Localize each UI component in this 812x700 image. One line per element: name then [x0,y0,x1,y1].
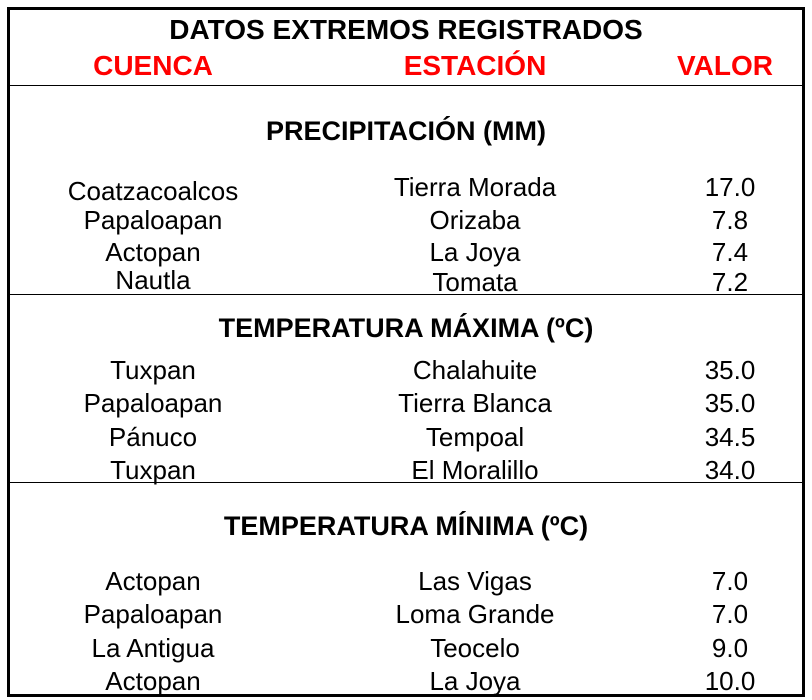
valor-cell: 7.0 [711,599,749,629]
valor-cell: 7.4 [711,237,749,267]
section-title: TEMPERATURA MÍNIMA (ºC) [223,511,589,541]
cuenca-cell: Papaloapan [83,388,223,418]
table-row: Nautla Tomata 7.2 [10,265,802,299]
table-row: Coatzacoalcos Tierra Morada 17.0 [10,172,802,206]
section-title: TEMPERATURA MÁXIMA (ºC) [218,313,594,343]
cuenca-cell: Actopan [105,666,201,696]
estacion-cell: La Joya [429,666,521,696]
column-header-estacion: ESTACIÓN [403,50,547,81]
estacion-cell: Tierra Blanca [398,388,552,418]
estacion-cell: Tomata [432,267,518,297]
table-row: Actopan Las Vigas 7.0 [10,566,802,598]
section-precipitacion: PRECIPITACIÓN (MM) Coatzacoalcos Tierra … [10,86,802,297]
table-header: DATOS EXTREMOS REGISTRADOS CUENCA ESTACI… [10,10,802,86]
valor-cell: 7.0 [711,566,749,596]
cuenca-cell: Nautla [115,265,191,295]
table-row: Tuxpan Chalahuite 35.0 [10,355,802,387]
table-row: Actopan La Joya 7.4 [10,237,802,269]
cuenca-cell: Actopan [105,237,201,267]
extremes-table: DATOS EXTREMOS REGISTRADOS CUENCA ESTACI… [7,7,805,697]
cuenca-cell: Tuxpan [110,455,196,485]
valor-cell: 17.0 [704,172,756,202]
estacion-cell: Tempoal [425,422,525,452]
valor-cell: 7.8 [711,205,749,235]
estacion-cell: Loma Grande [395,599,555,629]
table-title: DATOS EXTREMOS REGISTRADOS [169,14,643,45]
cuenca-cell: Actopan [105,566,201,596]
table-row: Pánuco Tempoal 34.5 [10,422,802,454]
table-row: Papaloapan Loma Grande 7.0 [10,599,802,631]
valor-cell: 34.0 [704,455,756,485]
valor-cell: 7.2 [711,267,749,297]
cuenca-cell: Pánuco [108,422,198,452]
cuenca-cell: Coatzacoalcos [67,176,239,206]
table-row: La Antigua Teocelo 9.0 [10,633,802,665]
valor-cell: 9.0 [711,633,749,663]
column-header-cuenca: CUENCA [93,50,213,81]
cuenca-cell: Papaloapan [83,599,223,629]
estacion-cell: El Moralillo [411,455,539,485]
valor-cell: 35.0 [704,388,756,418]
table-row: Papaloapan Orizaba 7.8 [10,205,802,237]
table-row: Tuxpan El Moralillo 34.0 [10,455,802,487]
valor-cell: 10.0 [704,666,756,696]
cuenca-cell: Papaloapan [83,205,223,235]
estacion-cell: Tierra Morada [393,172,557,202]
table-row: Papaloapan Tierra Blanca 35.0 [10,388,802,420]
estacion-cell: Orizaba [429,205,521,235]
estacion-cell: Teocelo [430,633,520,663]
estacion-cell: La Joya [429,237,521,267]
cuenca-cell: La Antigua [91,633,215,663]
section-temperatura-maxima: TEMPERATURA MÁXIMA (ºC) Tuxpan Chalahuit… [10,295,802,485]
estacion-cell: Las Vigas [418,566,532,596]
valor-cell: 35.0 [704,355,756,385]
table-row: Actopan La Joya 10.0 [10,666,802,698]
section-temperatura-minima: TEMPERATURA MÍNIMA (ºC) Actopan Las Viga… [10,483,802,696]
valor-cell: 34.5 [704,422,756,452]
column-header-valor: VALOR [677,50,773,81]
cuenca-cell: Tuxpan [110,355,196,385]
estacion-cell: Chalahuite [412,355,538,385]
section-title: PRECIPITACIÓN (MM) [266,116,546,146]
